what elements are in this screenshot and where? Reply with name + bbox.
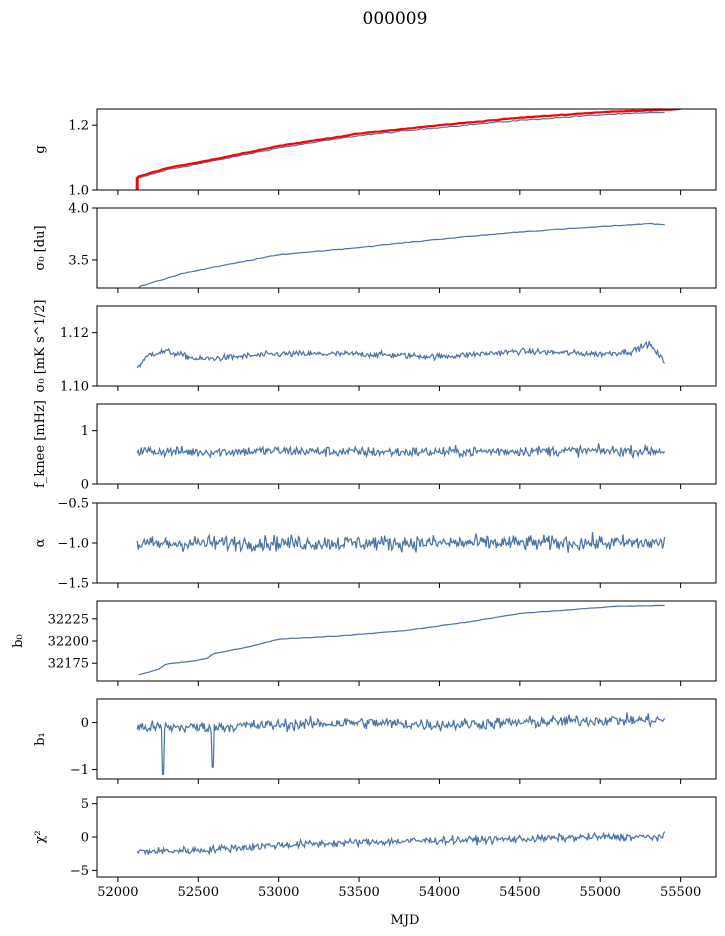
panel-fknee: 0 1 f_knee [mHz]: [33, 400, 717, 493]
y-tick-label-chi2: −5: [70, 864, 89, 879]
x-tick-label: 54500: [499, 885, 540, 900]
y-tick-label-b1: −1: [70, 763, 89, 778]
y-tick-label-fknee: 1: [81, 424, 89, 439]
y-tick-label-b0: 32225: [48, 612, 89, 627]
x-tick-label: 54000: [419, 885, 460, 900]
panel-g: 1.0 1.2 g: [33, 108, 717, 199]
series-line-fknee-measured: [136, 443, 666, 460]
y-tick-label-sigma0_du: 3.5: [68, 253, 89, 268]
y-tick-label-fknee: 0: [81, 478, 89, 493]
series-line-b0-measured: [138, 604, 665, 676]
x-tick-label: 52500: [178, 885, 219, 900]
panel-sigma0_mk: 1.10 1.12 σ₀ [mK s^1/2]: [33, 299, 717, 395]
x-tick-label: 52000: [97, 885, 138, 900]
series-line-sigma0_du-measured: [138, 222, 665, 288]
y-axis-label-alpha: α: [33, 538, 48, 547]
series-line-g-reference: [136, 109, 681, 179]
axes-frame-b1: [96, 698, 717, 780]
y-tick-label-b1: 0: [81, 716, 89, 731]
y-tick-label-sigma0_mk: 1.12: [60, 326, 89, 341]
y-axis-label-b0: b₀: [11, 634, 26, 648]
y-axis-label-g: g: [33, 145, 48, 153]
panel-b1: −1 0 b₁: [33, 698, 717, 784]
panel-alpha: −1.5 −1.0 −0.5 α: [33, 497, 717, 592]
y-axis-label-fknee: f_knee [mHz]: [33, 400, 48, 488]
panel-chi2: −5 0 5 52000 52500 53000 53500 54000 54500 55000 5…: [33, 796, 717, 900]
axes-frame-fknee: [96, 403, 717, 485]
y-tick-label-alpha: −1.5: [57, 577, 89, 592]
y-tick-label-sigma0_du: 4.0: [68, 202, 89, 217]
figure-title: 000009: [363, 9, 428, 29]
axes-frame-g: [96, 108, 717, 191]
y-axis-label-chi2: χ²: [33, 830, 48, 843]
axes-frame-b0: [96, 600, 717, 682]
x-tick-label: 53000: [258, 885, 299, 900]
series-line-b1-measured: [136, 712, 666, 775]
y-tick-label-g: 1.0: [68, 184, 89, 199]
y-axis-label-sigma0_mk: σ₀ [mK s^1/2]: [33, 299, 48, 392]
series-line-sigma0_mk-measured: [136, 340, 666, 369]
x-tick-label: 55500: [660, 885, 701, 900]
y-axis-label-b1: b₁: [33, 732, 48, 746]
x-tick-label: 53500: [338, 885, 379, 900]
y-tick-label-alpha: −1.0: [57, 537, 89, 552]
x-tick-label: 55000: [580, 885, 621, 900]
y-tick-label-sigma0_mk: 1.10: [60, 380, 89, 395]
panel-b0: 32175 32200 32225 b₀: [11, 600, 717, 686]
y-tick-label-b0: 32175: [48, 657, 89, 672]
series-line-g-measured: [137, 111, 665, 179]
series-line-alpha-measured: [136, 532, 666, 553]
panels: 1.0 1.2 g 3.5 4.0 σ₀ [du] 1.10 1.12 σ₀ [mK s^1/2…: [11, 108, 717, 900]
y-tick-label-chi2: 0: [81, 831, 89, 846]
y-axis-label-sigma0_du: σ₀ [du]: [33, 225, 48, 270]
axes-frame-sigma0_mk: [96, 305, 717, 387]
y-tick-label-b0: 32200: [48, 635, 89, 650]
panel-sigma0_du: 3.5 4.0 σ₀ [du]: [33, 202, 717, 293]
y-tick-label-chi2: 5: [81, 797, 89, 812]
series-line-chi2-measured: [136, 831, 666, 857]
axes-frame-sigma0_du: [96, 207, 717, 289]
x-axis-label: MJD: [391, 913, 420, 928]
y-tick-label-alpha: −0.5: [57, 497, 89, 512]
y-tick-label-g: 1.2: [68, 119, 89, 134]
